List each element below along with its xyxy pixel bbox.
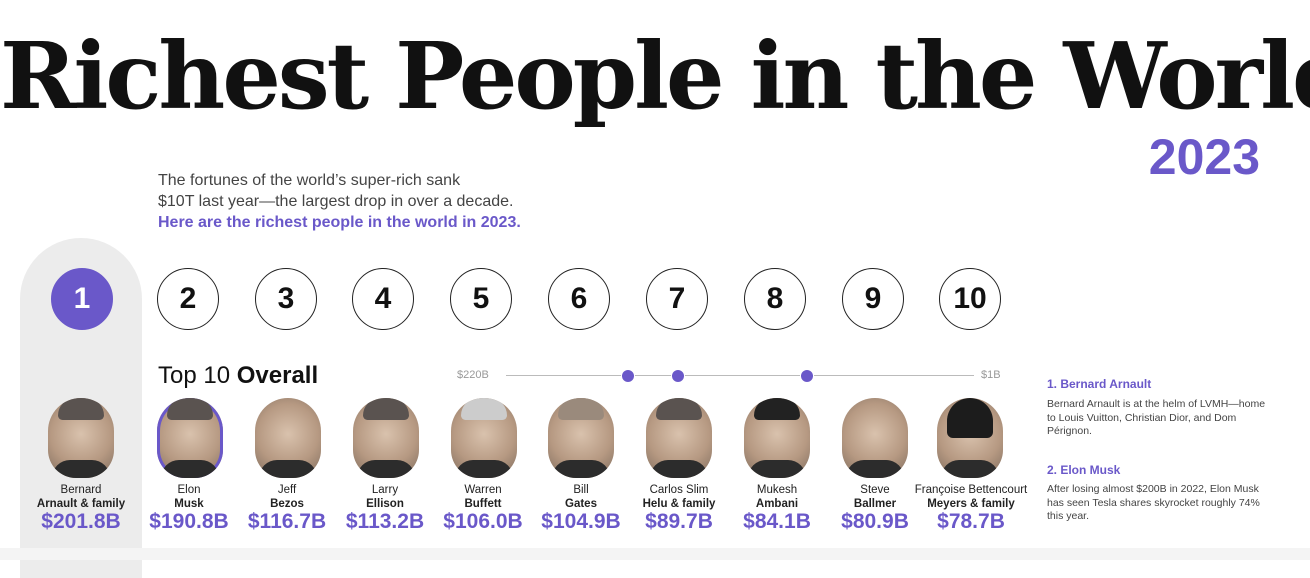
first-name: Elon bbox=[177, 484, 201, 496]
person-name: Steve Ballmer bbox=[810, 483, 940, 511]
last-name: Ballmer bbox=[853, 498, 897, 510]
portrait-warren-buffett bbox=[451, 398, 517, 478]
person-name: Warren Buffett bbox=[418, 483, 548, 511]
person-name: Elon Musk bbox=[124, 483, 254, 511]
person-name: Bill Gates bbox=[516, 483, 646, 511]
scale-dot bbox=[800, 369, 814, 383]
rank-circle-5: 5 bbox=[450, 268, 512, 330]
last-name: Buffett bbox=[464, 498, 502, 510]
first-name: Bill bbox=[573, 484, 589, 496]
scale-line bbox=[506, 375, 974, 376]
net-worth: $201.8B bbox=[41, 510, 121, 533]
person-name: Bernard Arnault & family bbox=[16, 483, 146, 511]
rank-circle-7: 7 bbox=[646, 268, 708, 330]
first-name: Bernard bbox=[60, 484, 102, 496]
page-title: Richest People in the World bbox=[0, 22, 1310, 130]
last-name: Musk bbox=[174, 498, 204, 510]
rank-circle-8: 8 bbox=[744, 268, 806, 330]
portrait-steve-ballmer bbox=[842, 398, 908, 478]
person-name: Mukesh Ambani bbox=[712, 483, 842, 511]
portrait-larry-ellison bbox=[353, 398, 419, 478]
scale-max-label: $220B bbox=[457, 369, 489, 381]
portrait-carlos-slim bbox=[646, 398, 712, 478]
year-label: 2023 bbox=[1148, 129, 1260, 185]
intro-highlight: Here are the richest people in the world… bbox=[158, 214, 521, 231]
first-name: Steve bbox=[860, 484, 890, 496]
net-worth: $80.9B bbox=[841, 510, 909, 533]
net-worth: $84.1B bbox=[743, 510, 811, 533]
rank-circle-3: 3 bbox=[255, 268, 317, 330]
first-name: Larry bbox=[371, 484, 399, 496]
last-name: Meyers & family bbox=[927, 498, 1015, 510]
person-name: Larry Ellison bbox=[320, 483, 450, 511]
last-name: Ellison bbox=[366, 498, 404, 510]
portrait-bernard-arnault bbox=[48, 398, 114, 478]
rank-circle-4: 4 bbox=[352, 268, 414, 330]
last-name: Bezos bbox=[270, 498, 304, 510]
first-name: Mukesh bbox=[756, 484, 798, 496]
first-name: Warren bbox=[464, 484, 502, 496]
portrait-elon-musk bbox=[157, 398, 223, 478]
note-text-2: After losing almost $200B in 2022, Elon … bbox=[1047, 483, 1260, 522]
section-label-bold: Overall bbox=[236, 362, 319, 389]
net-worth: $106.0B bbox=[443, 510, 523, 533]
rank-circle-10: 10 bbox=[939, 268, 1001, 330]
section-label-prefix: Top 10 bbox=[158, 362, 231, 389]
portrait-jeff-bezos bbox=[255, 398, 321, 478]
last-name: Ambani bbox=[755, 498, 799, 510]
person-name: Jeff Bezos bbox=[222, 483, 352, 511]
scale-dot bbox=[620, 369, 635, 383]
note-title-1: 1. Bernard Arnault bbox=[1047, 377, 1152, 391]
portrait-francoise-bettencourt bbox=[937, 398, 1003, 478]
net-worth: $190.8B bbox=[149, 510, 229, 533]
net-worth: $104.9B bbox=[541, 510, 621, 533]
intro-line-2: $10T last year—the largest drop in over … bbox=[158, 193, 514, 210]
note-text-1: Bernard Arnault is at the helm of LVMH—h… bbox=[1047, 398, 1266, 437]
rank-circle-9: 9 bbox=[842, 268, 904, 330]
person-name: Carlos Slim Helu & family bbox=[614, 483, 744, 511]
last-name: Arnault & family bbox=[36, 498, 126, 510]
note-title-2: 2. Elon Musk bbox=[1047, 463, 1121, 477]
first-name: Carlos Slim bbox=[649, 484, 709, 496]
scale-min-label: $1B bbox=[981, 369, 1001, 381]
intro-text: The fortunes of the world’s super-rich s… bbox=[158, 170, 521, 233]
person-name: Françoise Bettencourt Meyers & family bbox=[906, 483, 1036, 511]
portrait-mukesh-ambani bbox=[744, 398, 810, 478]
rank-circle-6: 6 bbox=[548, 268, 610, 330]
intro-line-1: The fortunes of the world’s super-rich s… bbox=[158, 172, 461, 189]
net-worth: $113.2B bbox=[345, 510, 425, 533]
section-label: Top 10 Overall bbox=[158, 362, 318, 390]
rank-circle-1: 1 bbox=[51, 268, 113, 330]
scale-dot bbox=[670, 369, 685, 383]
net-worth: $89.7B bbox=[645, 510, 713, 533]
rank-circle-2: 2 bbox=[157, 268, 219, 330]
net-worth: $116.7B bbox=[247, 510, 327, 533]
bottom-strip bbox=[0, 548, 1310, 560]
first-name: Françoise Bettencourt bbox=[914, 484, 1028, 496]
first-name: Jeff bbox=[277, 484, 297, 496]
last-name: Helu & family bbox=[642, 498, 716, 510]
last-name: Gates bbox=[565, 498, 597, 510]
portrait-bill-gates bbox=[548, 398, 614, 478]
net-worth: $78.7B bbox=[937, 510, 1005, 533]
